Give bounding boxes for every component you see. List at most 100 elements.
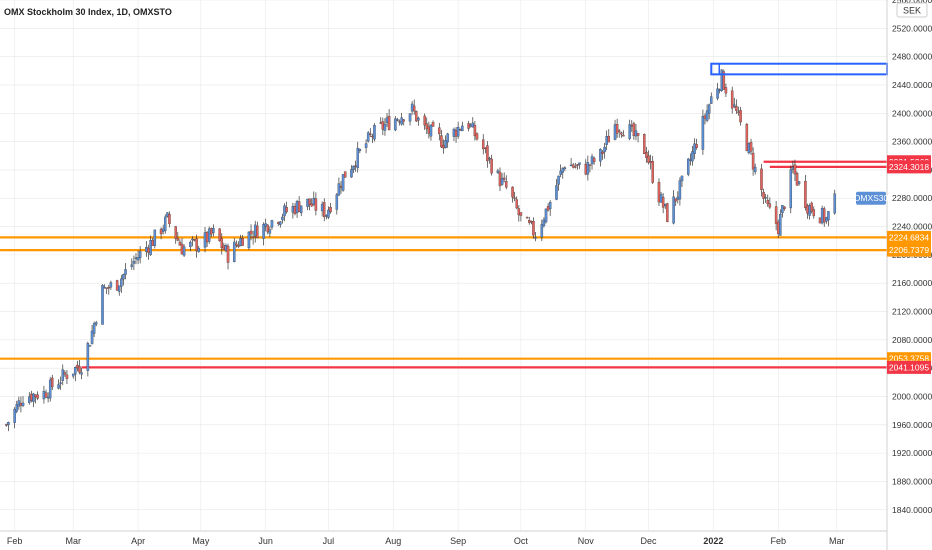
- y-axis[interactable]: 1840.0000 1880.0000 1920.0000 1960.0000 2000…: [892, 0, 932, 515]
- y-tick-label: 2400.0000: [892, 108, 932, 118]
- candle-body: [337, 183, 341, 196]
- candle-body: [481, 139, 485, 150]
- candle-body: [661, 197, 665, 208]
- candle-body: [285, 207, 288, 213]
- candle-body: [804, 180, 807, 208]
- x-tick-label: Nov: [578, 536, 595, 546]
- candle-body: [51, 377, 54, 388]
- candle-body: [235, 243, 238, 246]
- x-axis[interactable]: Feb Mar Apr May Jun Jul Aug Sep Oct Nov Dec 2022 Feb…: [7, 536, 845, 546]
- candle-body: [630, 125, 634, 127]
- series-label[interactable]: OMXS30: [854, 191, 889, 205]
- x-tick-label: Sep: [450, 536, 466, 546]
- candle-body: [65, 374, 69, 379]
- candle-body: [461, 125, 464, 132]
- candle-body: [94, 322, 98, 325]
- candle-body: [151, 239, 154, 246]
- candle-body: [341, 174, 345, 191]
- candle-body: [270, 220, 274, 228]
- candle-body: [176, 238, 180, 241]
- candle-body: [34, 394, 37, 398]
- candle-body: [724, 87, 728, 94]
- candle-body: [797, 181, 801, 184]
- y-tick-label: 1840.0000: [892, 505, 932, 515]
- y-tick-label: 1880.0000: [892, 476, 932, 486]
- candle-body: [607, 135, 611, 143]
- candle-body: [808, 205, 811, 216]
- candle-body: [689, 159, 692, 161]
- level-badge[interactable]: 2324.3018: [887, 160, 931, 174]
- level-badge[interactable]: 2206.7379: [887, 243, 931, 257]
- candle-body: [74, 366, 77, 375]
- candle-body: [410, 103, 414, 112]
- candle-body: [253, 224, 257, 237]
- candle-body: [442, 144, 445, 149]
- level-badge-label: 2041.1095: [889, 362, 929, 372]
- candle-body: [718, 89, 721, 91]
- level-badge[interactable]: 2224.6834: [887, 230, 931, 244]
- candle-body: [676, 196, 680, 200]
- candle-body: [703, 115, 707, 119]
- candle-body: [779, 214, 782, 236]
- candle-body: [751, 152, 755, 170]
- candle-body: [44, 392, 48, 398]
- y-tick-label: 1960.0000: [892, 420, 932, 430]
- candle-body: [76, 364, 79, 369]
- candle-body: [488, 157, 491, 160]
- candle-body: [166, 212, 169, 217]
- candle-body: [210, 228, 213, 235]
- currency-badge[interactable]: SEK: [896, 2, 928, 18]
- candle-body: [791, 167, 795, 170]
- candle-body: [174, 226, 177, 239]
- candle-body: [276, 222, 280, 224]
- candle-body: [373, 125, 376, 140]
- candle-body: [327, 209, 330, 218]
- candle-body: [117, 285, 121, 292]
- series-label-text: OMXS30: [854, 193, 889, 203]
- candle-body: [666, 203, 669, 222]
- candle-body: [825, 217, 828, 222]
- candle-body: [149, 240, 152, 255]
- candle-body: [467, 123, 470, 129]
- y-tick-label: 2360.0000: [892, 137, 932, 147]
- candle-body: [237, 245, 240, 247]
- candle-body: [168, 214, 171, 224]
- y-tick-label: 1920.0000: [892, 448, 932, 458]
- zone-box[interactable]: [710, 62, 888, 76]
- candle-body: [710, 96, 713, 104]
- candle-body: [513, 197, 516, 199]
- level-badge[interactable]: 2041.1095: [887, 360, 931, 374]
- candle-body: [586, 162, 590, 175]
- x-tick-label: Aug: [385, 536, 401, 546]
- candle-body: [222, 245, 226, 250]
- candle-body: [92, 323, 96, 334]
- candle-body: [649, 161, 652, 163]
- candle-body: [17, 400, 21, 407]
- candle-body: [730, 90, 734, 109]
- candle-body: [381, 121, 385, 130]
- candle-body: [402, 119, 406, 122]
- price-badges: 2224.68342206.73792053.37582041.10952331…: [887, 155, 931, 374]
- candle-body: [544, 208, 548, 223]
- candle-body: [59, 382, 62, 384]
- candle-body: [350, 169, 353, 178]
- candle-body: [36, 394, 39, 399]
- candle-body: [371, 135, 374, 138]
- candle-body: [458, 129, 462, 131]
- candle-body: [672, 196, 675, 224]
- candle-body: [283, 205, 286, 217]
- candle-body: [601, 151, 604, 154]
- candle-body: [178, 241, 182, 246]
- candle-body: [766, 199, 770, 205]
- candle-body: [120, 278, 123, 287]
- candle-body: [262, 224, 265, 239]
- candle-body: [764, 197, 767, 199]
- y-tick-label: 2440.0000: [892, 80, 932, 90]
- candle-body: [297, 201, 301, 212]
- candle-body: [195, 238, 198, 252]
- candle-body: [256, 225, 259, 239]
- candle-body: [542, 219, 546, 226]
- candle-body: [197, 247, 200, 252]
- candle-body: [747, 143, 751, 154]
